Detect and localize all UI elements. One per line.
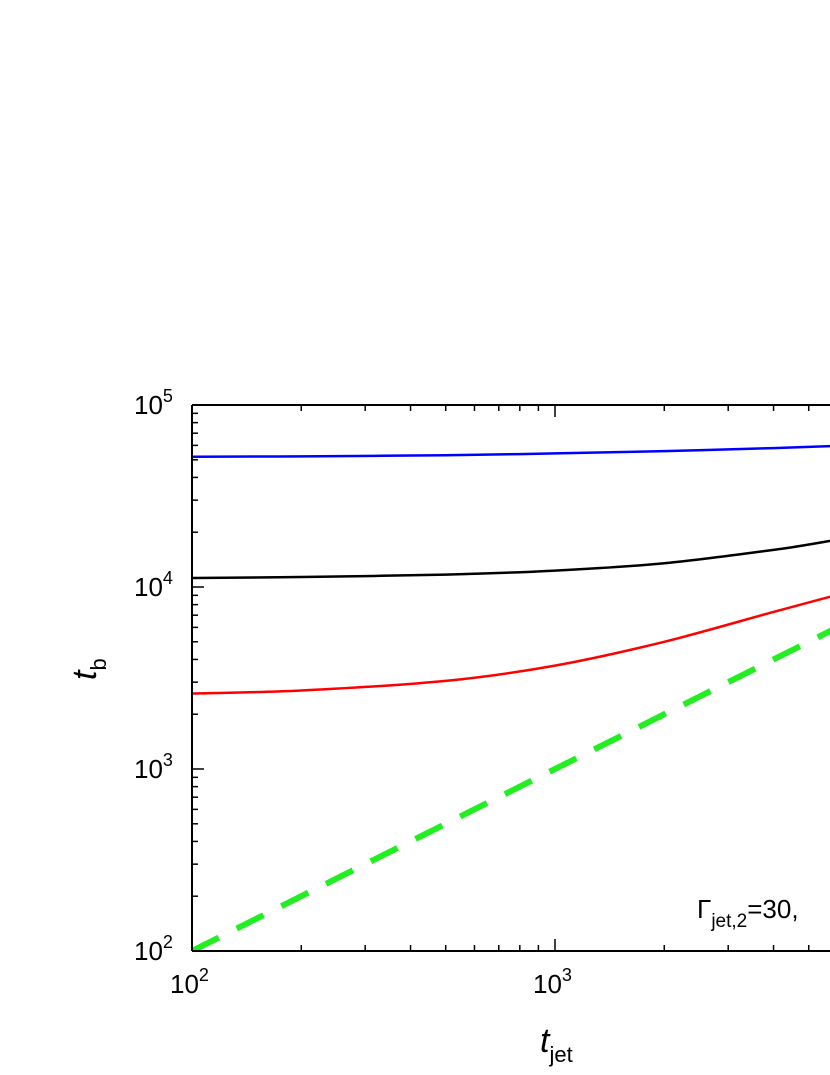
annotation-value: =30,	[747, 894, 798, 924]
annotation-symbol: Γ	[697, 894, 711, 924]
x-axis-title-main: t	[540, 1022, 551, 1060]
series-line-4	[192, 627, 830, 951]
x-axis-title: tjet	[540, 1022, 573, 1067]
tick-labels: 102 103 102 103 104 105	[134, 386, 572, 999]
series-line-3	[192, 595, 830, 695]
y-tick-label: 105	[134, 386, 173, 420]
y-tick-label: 102	[134, 932, 173, 966]
axes	[191, 404, 830, 952]
series-line-2	[192, 539, 830, 580]
parameter-annotation: Γjet,2=30,	[697, 894, 799, 932]
x-axis-title-sub: jet	[548, 1042, 572, 1067]
y-tick-label: 104	[134, 568, 173, 602]
x-tick-label: 103	[533, 965, 572, 999]
tick-marks	[191, 404, 810, 952]
y-axis-title: tb	[66, 658, 111, 680]
annotation-subscript: jet,2	[710, 911, 747, 932]
x-tick-label: 102	[170, 965, 209, 999]
series-line-1	[192, 444, 830, 458]
y-axis-title-main: t	[66, 669, 104, 680]
series-layer	[192, 444, 830, 951]
y-tick-label: 103	[134, 750, 173, 784]
y-axis-title-sub: b	[86, 658, 111, 670]
